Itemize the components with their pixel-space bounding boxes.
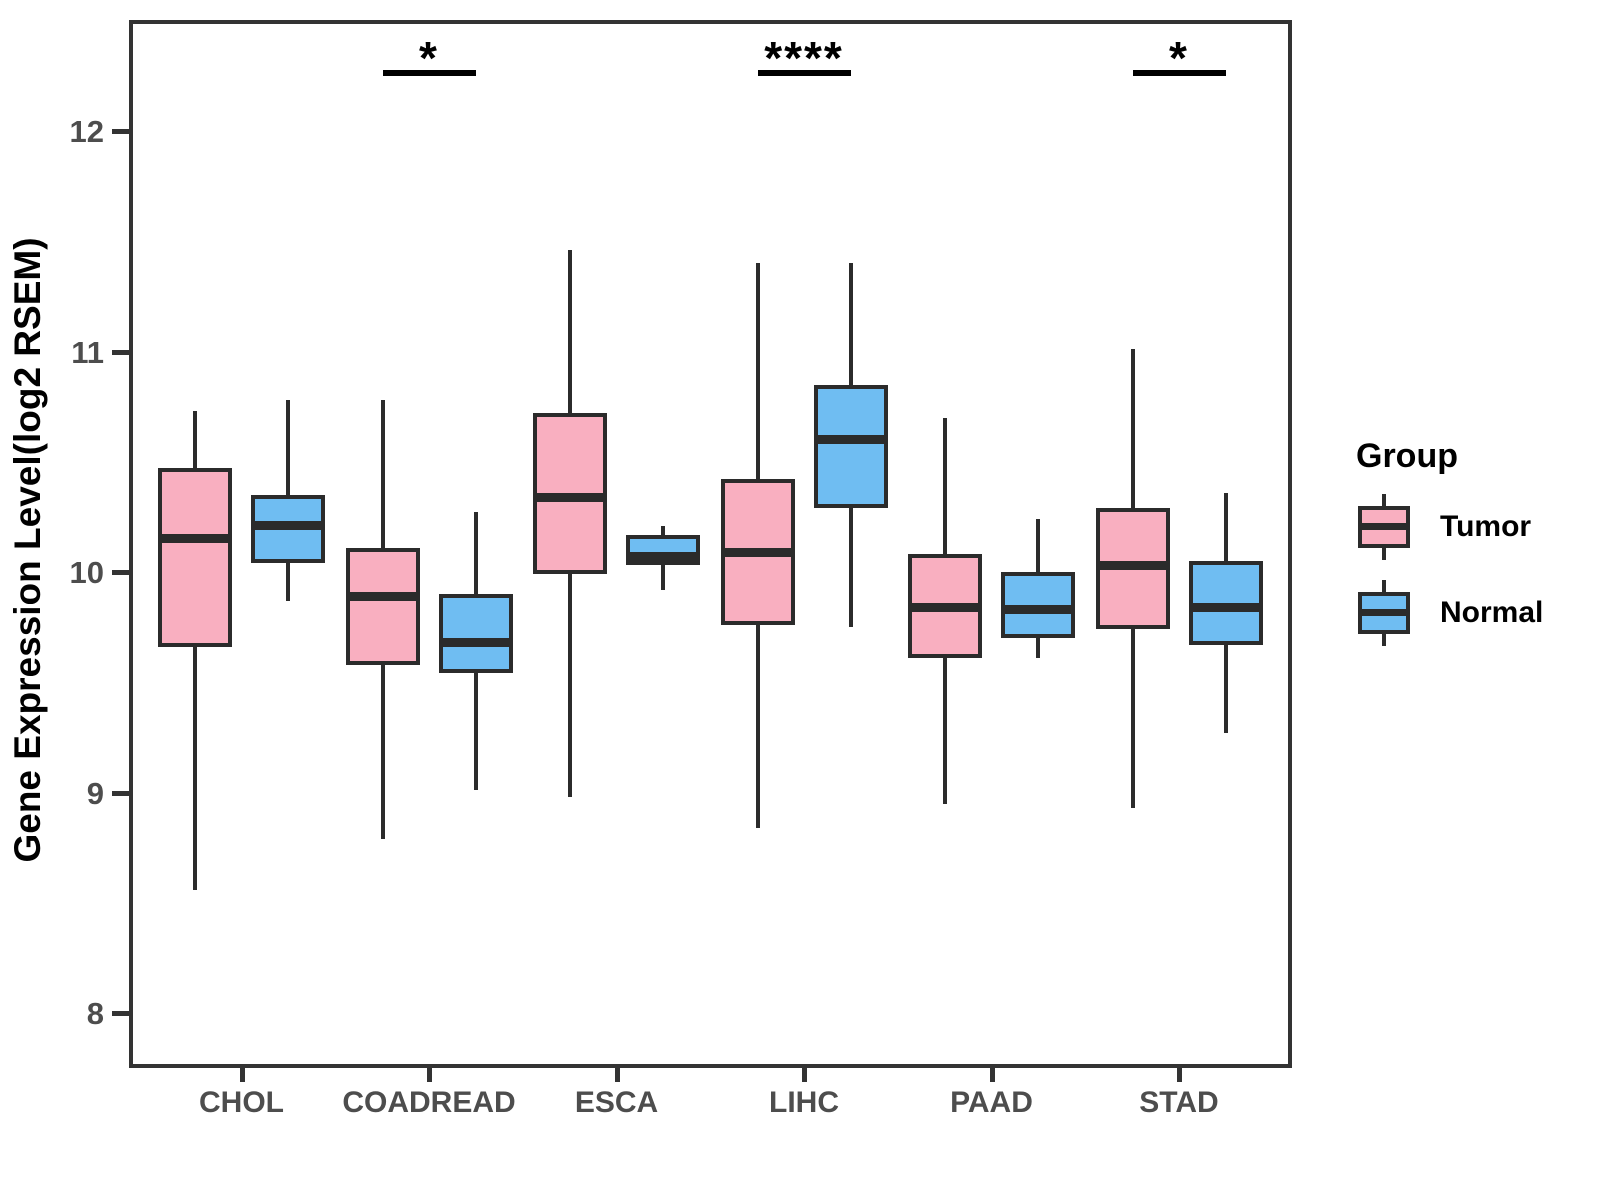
significance-bar-STAD: [1132, 70, 1226, 76]
legend-key-normal-boxplot-icon: [1356, 578, 1412, 648]
x-tick-mark-LIHC: [802, 1068, 807, 1082]
x-tick-mark-STAD: [1177, 1068, 1182, 1082]
box-normal-LIHC: [813, 384, 888, 509]
y-tick-label-8: 8: [86, 996, 104, 1031]
legend-key-whisker-top: [1382, 494, 1386, 506]
y-tick-label-12: 12: [69, 114, 104, 149]
median-normal-ESCA: [626, 552, 700, 562]
legend-key-median: [1358, 523, 1410, 530]
median-normal-CHOL: [251, 521, 325, 531]
median-tumor-CHOL: [158, 534, 232, 544]
median-normal-PAAD: [1001, 604, 1075, 614]
median-tumor-ESCA: [533, 492, 607, 502]
x-tick-label-STAD: STAD: [1139, 1086, 1219, 1119]
x-tick-mark-PAAD: [989, 1068, 995, 1082]
median-tumor-STAD: [1095, 560, 1170, 570]
x-tick-mark-COADREAD: [427, 1068, 432, 1082]
legend-item-tumor: Tumor: [1356, 492, 1596, 562]
whisker-tumor-CHOL: [193, 411, 197, 890]
significance-label-STAD: *: [1169, 32, 1189, 84]
legend-items: Tumor Normal: [1356, 492, 1596, 648]
legend: Group Tumor Normal: [1356, 438, 1596, 664]
median-normal-STAD: [1188, 602, 1263, 612]
legend-key-median: [1358, 609, 1410, 616]
x-tick-label-ESCA: ESCA: [574, 1086, 659, 1119]
legend-title: Group: [1356, 437, 1458, 475]
legend-item-normal: Normal: [1356, 578, 1596, 648]
significance-label-LIHC: ****: [764, 32, 844, 84]
median-tumor-COADREAD: [345, 591, 420, 601]
plot-panel: * **** *: [129, 20, 1292, 1068]
legend-key-whisker-top: [1382, 580, 1386, 592]
y-tick-label-10: 10: [69, 555, 104, 590]
box-tumor-COADREAD: [345, 547, 420, 665]
plot-area: * **** *: [129, 20, 1292, 1068]
median-normal-LIHC: [813, 435, 888, 445]
x-tick-mark-CHOL: [239, 1068, 245, 1082]
median-tumor-PAAD: [908, 602, 982, 612]
legend-key-tumor-boxplot-icon: [1356, 492, 1412, 562]
median-tumor-LIHC: [720, 547, 795, 557]
legend-key-whisker-bottom: [1382, 548, 1386, 560]
x-tick-label-CHOL: CHOL: [199, 1086, 284, 1119]
box-normal-COADREAD: [438, 594, 513, 674]
significance-bar-COADREAD: [382, 70, 476, 76]
y-tick-mark-8: [112, 1011, 129, 1016]
x-tick-label-LIHC: LIHC: [769, 1086, 839, 1119]
y-tick-label-11: 11: [71, 334, 104, 370]
x-tick-label-PAAD: PAAD: [950, 1086, 1033, 1119]
significance-bar-LIHC: [757, 70, 851, 76]
box-tumor-CHOL: [158, 468, 232, 647]
y-tick-mark-9: [112, 790, 129, 796]
x-tick-mark-ESCA: [614, 1068, 620, 1082]
x-tick-label-COADREAD: COADREAD: [342, 1086, 516, 1119]
y-tick-mark-12: [112, 129, 129, 134]
legend-key-whisker-bottom: [1382, 634, 1386, 646]
median-normal-COADREAD: [438, 638, 513, 648]
y-tick-mark-10: [112, 570, 129, 575]
y-axis-title: Gene Expression Level(log2 RSEM): [7, 237, 48, 863]
legend-item-label: Normal: [1440, 596, 1544, 629]
y-tick-label-9: 9: [86, 775, 104, 811]
y-tick-mark-11: [112, 349, 129, 355]
legend-item-label: Tumor: [1440, 510, 1532, 543]
significance-label-COADREAD: *: [419, 32, 439, 84]
